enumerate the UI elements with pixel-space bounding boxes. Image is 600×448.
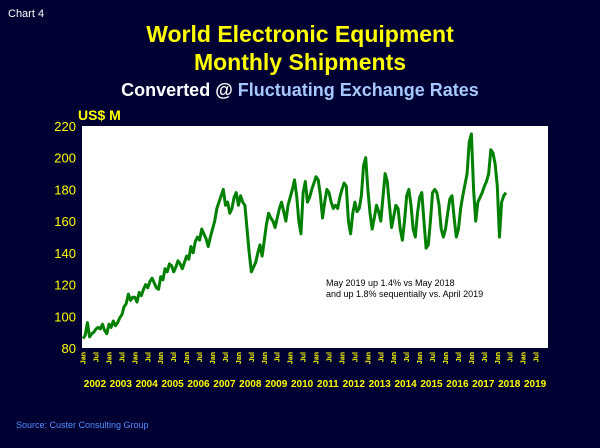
subtitle-converted: Converted @ bbox=[121, 80, 233, 100]
x-year-label: 2019 bbox=[524, 379, 547, 390]
x-year-label: 2006 bbox=[187, 379, 210, 390]
x-month-tick-label: Jul bbox=[378, 352, 385, 362]
x-month-tick-label: Jan bbox=[391, 352, 398, 364]
x-month-tick-label: Jan bbox=[184, 352, 191, 364]
x-month-tick-label: Jul bbox=[482, 352, 489, 362]
x-month-tick-label: Jul bbox=[508, 352, 515, 362]
y-tick-label: 220 bbox=[54, 119, 76, 134]
x-month-tick-label: Jul bbox=[404, 352, 411, 362]
chart-title-line2: Monthly Shipments bbox=[193, 49, 407, 75]
x-month-tick-label: Jan bbox=[81, 352, 88, 364]
x-axis: Jan Jul 2002 Jan Jul 2003 Jan Jul 2004 Jan Jul 2005… bbox=[81, 352, 547, 390]
x-month-tick-label: Jul bbox=[456, 352, 463, 362]
x-year-label: 2015 bbox=[420, 379, 443, 390]
x-year-label: 2012 bbox=[343, 379, 366, 390]
x-year-label: 2003 bbox=[110, 379, 133, 390]
y-axis-unit-label: US$ M bbox=[78, 107, 121, 123]
x-month-tick-label: Jul bbox=[275, 352, 282, 362]
y-tick-label: 160 bbox=[54, 214, 76, 229]
x-month-tick-label: Jan bbox=[107, 352, 114, 364]
x-year-label: 2007 bbox=[213, 379, 236, 390]
x-month-tick-label: Jan bbox=[262, 352, 269, 364]
x-year-label: 2018 bbox=[498, 379, 521, 390]
annotation-line1: May 2019 up 1.4% vs May 2018 bbox=[326, 278, 455, 288]
x-month-tick-label: Jul bbox=[249, 352, 256, 362]
x-month-tick-label: Jul bbox=[352, 352, 359, 362]
plot-area bbox=[82, 126, 548, 348]
x-month-tick-label: Jul bbox=[197, 352, 204, 362]
y-tick-label: 100 bbox=[54, 309, 76, 324]
x-month-tick-label: Jan bbox=[314, 352, 321, 364]
x-year-label: 2016 bbox=[446, 379, 469, 390]
x-month-tick-label: Jan bbox=[132, 352, 139, 364]
y-tick-label: 180 bbox=[54, 182, 76, 197]
x-month-tick-label: Jan bbox=[495, 352, 502, 364]
x-month-tick-label: Jul bbox=[145, 352, 152, 362]
x-month-tick-label: Jul bbox=[223, 352, 230, 362]
series-line bbox=[81, 132, 508, 340]
x-year-label: 2002 bbox=[84, 379, 107, 390]
x-month-tick-label: Jan bbox=[443, 352, 450, 364]
subtitle-exchange-rates: Fluctuating Exchange Rates bbox=[237, 80, 479, 100]
x-month-tick-label: Jan bbox=[210, 352, 217, 364]
chart-number-label: Chart 4 bbox=[8, 8, 45, 20]
x-year-label: 2004 bbox=[136, 379, 159, 390]
x-month-tick-label: Jan bbox=[158, 352, 165, 364]
x-year-label: 2005 bbox=[161, 379, 184, 390]
x-month-tick-label: Jul bbox=[171, 352, 178, 362]
chart-subtitle: Converted @ Fluctuating Exchange Rates bbox=[0, 78, 600, 102]
x-month-tick-label: Jan bbox=[288, 352, 295, 364]
x-month-tick-label: Jan bbox=[521, 352, 528, 364]
x-year-label: 2008 bbox=[239, 379, 262, 390]
x-month-tick-label: Jul bbox=[534, 352, 541, 362]
x-year-label: 2017 bbox=[472, 379, 495, 390]
x-month-tick-label: Jul bbox=[301, 352, 308, 362]
y-tick-label: 120 bbox=[54, 278, 76, 293]
x-year-label: 2011 bbox=[317, 379, 339, 390]
annotation-line2: and up 1.8% sequentially vs. April 2019 bbox=[326, 289, 483, 299]
y-tick-label: 80 bbox=[62, 341, 76, 356]
x-month-tick-label: Jul bbox=[430, 352, 437, 362]
x-month-tick-label: Jan bbox=[340, 352, 347, 364]
x-year-label: 2010 bbox=[291, 379, 314, 390]
source-note: Source: Custer Consulting Group bbox=[16, 420, 149, 430]
x-month-tick-label: Jan bbox=[417, 352, 424, 364]
chart-title-line1: World Electronic Equipment bbox=[146, 21, 454, 47]
y-axis: 80 100 120 140 160 180 200 220 bbox=[54, 119, 76, 356]
x-month-tick-label: Jan bbox=[236, 352, 243, 364]
x-year-label: 2013 bbox=[369, 379, 392, 390]
x-month-tick-label: Jan bbox=[469, 352, 476, 364]
y-tick-label: 200 bbox=[54, 151, 76, 166]
x-year-label: 2014 bbox=[394, 379, 417, 390]
x-month-tick-label: Jul bbox=[94, 352, 101, 362]
y-tick-label: 140 bbox=[54, 246, 76, 261]
x-month-tick-label: Jul bbox=[327, 352, 334, 362]
x-month-tick-label: Jul bbox=[119, 352, 126, 362]
x-month-tick-label: Jan bbox=[365, 352, 372, 364]
x-year-label: 2009 bbox=[265, 379, 288, 390]
